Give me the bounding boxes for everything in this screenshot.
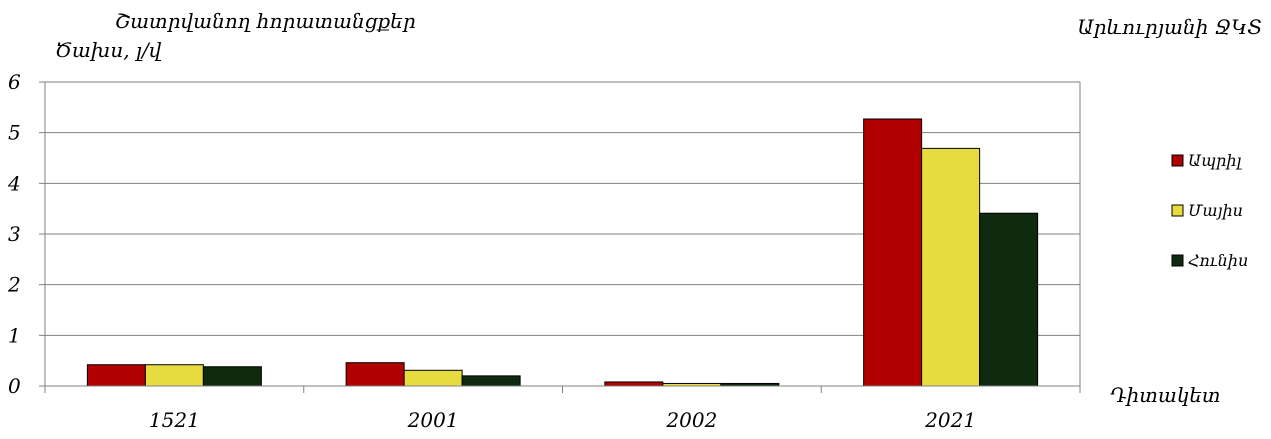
bar-2021-Մայիս [921,147,981,387]
x-tick-label: 2021 [924,408,976,432]
x-tick-labels: 1521 2001 2002 2021 [149,408,976,432]
y-tick-label: 3 [8,222,21,246]
bar-1521-Մայիս [144,364,204,387]
y-tick-labels: 0 1 2 3 4 5 6 [7,70,21,398]
legend-swatch-Մայիս [1171,204,1184,217]
legend-swatch-Հունիս [1171,254,1184,267]
x-tick-label: 2002 [665,408,717,432]
y-tick-label: 6 [8,70,21,94]
bar-2021-Հունիս [979,212,1039,387]
bar-1521-Ապրիլ [86,364,146,387]
chart-subtitle: Արևուրյանի ՋԿՏ [1077,15,1262,39]
bar-2001-Մայիս [403,369,463,387]
y-tick-label: 4 [7,171,21,195]
y-tick-label: 1 [8,323,21,347]
y-tick-label: 5 [8,121,21,145]
y-tick-label: 0 [8,374,21,398]
x-axis-label: Դիտակետ [1110,383,1221,407]
legend-label: Մայիս [1188,201,1243,220]
bar-2001-Հունիս [461,375,521,387]
chart-title: Շատրվանող հորատանցքեր [115,9,416,33]
legend-swatch-Ապրիլ [1171,154,1184,167]
legend-label: Ապրիլ [1188,151,1242,170]
legend: Ապրիլ Մայիս Հունիս [1171,151,1248,270]
x-tick-label: 2001 [407,408,459,432]
x-tick-label: 1521 [149,408,200,432]
bar-1521-Հունիս [202,366,262,387]
legend-label: Հունիս [1188,251,1248,270]
bar-2002-Ապրիլ [604,381,664,387]
axes [39,81,1081,393]
bars [86,118,1039,387]
bar-2001-Ապրիլ [345,362,405,387]
bar-2021-Ապրիլ [863,118,923,387]
y-tick-label: 2 [7,273,21,297]
y-axis-label: Ծախս, լ/վ [55,38,162,62]
